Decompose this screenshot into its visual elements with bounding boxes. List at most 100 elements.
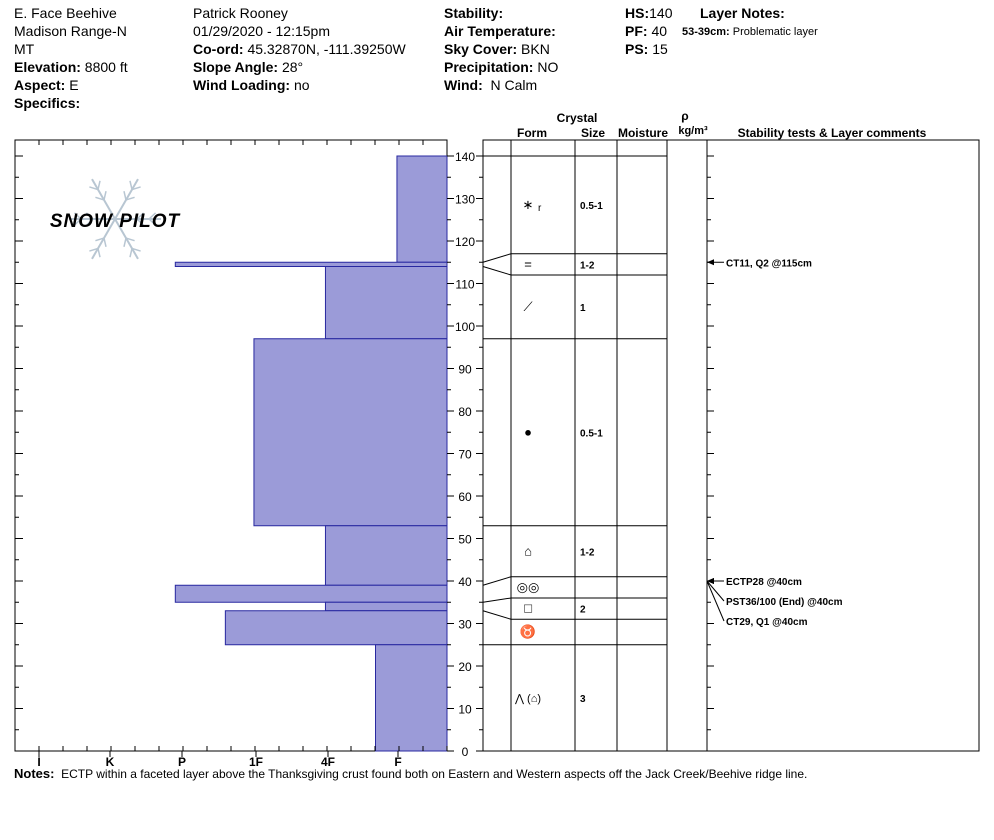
snowflake-branch [129, 248, 133, 258]
hardness-bar [253, 338, 448, 527]
layer-connector [482, 597, 512, 603]
snowflake-branch [136, 218, 145, 226]
height-tick-label: 140 [455, 150, 475, 164]
snowflake-branch [89, 186, 99, 191]
sky-row: Sky Cover: BKN [444, 40, 550, 58]
range-name: Madison Range-N [14, 23, 127, 39]
snowflake-branch [103, 191, 107, 201]
hardness-bar [375, 644, 448, 752]
height-tick-label: 70 [458, 448, 472, 462]
hardness-tick-label: 1F [249, 755, 263, 769]
snowflake-branch [97, 180, 101, 190]
pf-label: PF: [625, 23, 648, 39]
crystal-column-header: Crystal [557, 111, 598, 125]
layer-note-range: 53-39cm: [682, 26, 730, 38]
snowflake-branch [85, 212, 94, 220]
wind-loading-row: Wind Loading: no [193, 76, 310, 94]
ps-row: PS: 15 [625, 40, 668, 58]
crystal-size: 1-2 [580, 260, 595, 271]
crystal-size: 0.5-1 [580, 201, 603, 212]
air-temp-label: Air Temperature: [444, 23, 556, 39]
notes-label: Notes: [14, 766, 55, 781]
snowflake-branch [89, 247, 99, 252]
height-tick-label: 110 [455, 278, 474, 292]
crystal-size: 2 [580, 605, 586, 616]
specifics-label: Specifics: [14, 95, 81, 111]
crystal-size: 0.5-1 [580, 428, 603, 439]
snowflake-branch [123, 191, 127, 201]
crystal-form-symbol: □ [524, 601, 532, 616]
snowflake-branch [85, 218, 94, 226]
hardness-bar [174, 261, 448, 267]
stability-test-label: PST36/100 (End) @40cm [726, 597, 843, 608]
hs-row: HS:140 [625, 4, 672, 22]
height-tick-label: 60 [458, 490, 472, 504]
height-tick-label: 20 [458, 660, 472, 674]
ps-value: 15 [652, 41, 668, 57]
snowflake-branch [129, 180, 133, 190]
height-tick-label: 0 [462, 745, 469, 759]
hardness-tick-label: K [106, 755, 115, 769]
slope-label: Slope Angle: [193, 59, 279, 75]
wind-row: Wind: N Calm [444, 76, 537, 94]
stability-test-label: CT11, Q2 @115cm [726, 258, 812, 269]
pf-value: 40 [651, 23, 668, 39]
crystal-form-symbol: = [524, 256, 532, 271]
test-arrow [707, 259, 714, 266]
size-column-header: Size [581, 126, 605, 140]
height-tick-label: 80 [458, 405, 472, 419]
crystal-size: 1-2 [580, 547, 595, 558]
stability-test-label: CT29, Q1 @40cm [726, 617, 808, 628]
aspect-label: Aspect: [14, 77, 66, 93]
crystal-form-symbol: ♉ [520, 624, 536, 639]
snowflake-branch [125, 196, 135, 201]
stability-test-label: ECTP28 @40cm [726, 577, 802, 588]
height-tick-label: 50 [458, 533, 472, 547]
hardness-bar [324, 601, 448, 612]
wind-label: Wind: [444, 77, 483, 93]
stability-label: Stability: [444, 5, 504, 21]
aspect-row: Aspect: E [14, 76, 79, 94]
slope-row: Slope Angle: 28° [193, 58, 303, 76]
snowflake-branch [95, 237, 105, 242]
tests-column-header: Stability tests & Layer comments [738, 126, 927, 140]
hardness-bar [396, 155, 448, 263]
crystal-form-symbol: ∗ [523, 197, 534, 212]
height-tick-label: 130 [455, 193, 475, 207]
layer-connector [482, 266, 512, 276]
height-tick-label: 90 [458, 363, 472, 377]
specifics-row: Specifics: [14, 94, 80, 112]
density-unit-header: kg/m³ [678, 125, 708, 137]
hardness-bar [324, 266, 448, 340]
moisture-column-header: Moisture [618, 126, 668, 140]
snowflake-branch [95, 196, 105, 201]
precip-label: Precipitation: [444, 59, 534, 75]
snowflake-icon [69, 178, 161, 260]
test-pointer [706, 580, 725, 622]
layer-connector [482, 576, 512, 586]
aspect-value: E [69, 77, 79, 93]
elevation-label: Elevation: [14, 59, 81, 75]
form-column-header: Form [517, 126, 547, 140]
wind-value: N Calm [490, 77, 538, 93]
snowpilot-logo: SNOW PILOT [50, 178, 181, 260]
sky-label: Sky Cover: [444, 41, 518, 57]
crystal-form-symbol: ⟋ [523, 299, 533, 314]
layer-note: 53-39cm: Problematic layer [682, 23, 818, 41]
test-pointer [706, 580, 725, 602]
snowpilot-logo-text: SNOW PILOT [50, 211, 181, 232]
height-tick-label: 100 [455, 320, 475, 334]
elevation-row: Elevation: 8800 ft [14, 58, 128, 76]
coord-value: 45.32870N, -111.39250W [247, 41, 406, 57]
snowflake-branch [123, 237, 127, 247]
coord-label: Co-ord: [193, 41, 244, 57]
snowflake-branch [73, 218, 82, 226]
snowflake-branch [136, 212, 145, 220]
crystal-size: 3 [580, 694, 586, 705]
hardness-bar [324, 525, 448, 586]
location-name: E. Face Beehive [14, 5, 117, 21]
precip-value: NO [537, 59, 559, 75]
snowflake-branch [131, 247, 141, 252]
coord-row: Co-ord: 45.32870N, -111.39250W [193, 40, 406, 58]
